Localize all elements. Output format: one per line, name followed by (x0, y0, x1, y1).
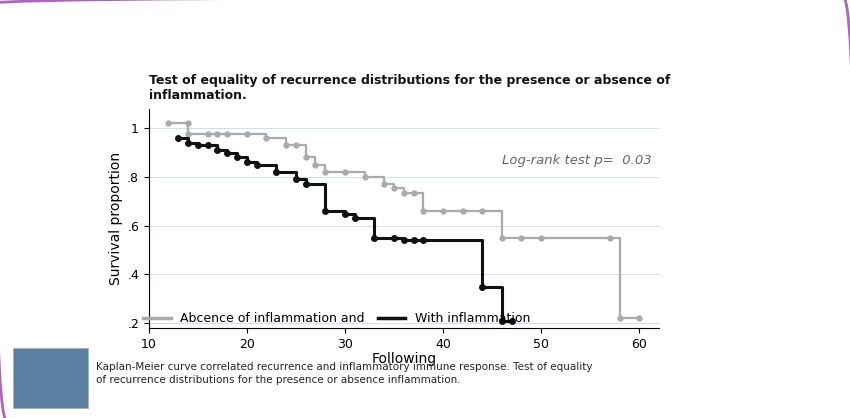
Legend: Abcence of inflammation and, With inflammation: Abcence of inflammation and, With inflam… (138, 307, 536, 330)
Y-axis label: Survival proportion: Survival proportion (109, 152, 123, 285)
Text: Kaplan-Meier curve correlated recurrence and inflammatory immune response. Test : Kaplan-Meier curve correlated recurrence… (96, 362, 592, 385)
Text: Test of equality of recurrence distributions for the presence or absence of
infl: Test of equality of recurrence distribut… (149, 74, 670, 102)
FancyBboxPatch shape (13, 348, 88, 408)
X-axis label: Following: Following (371, 352, 436, 366)
Text: Log-rank test p=  0.03: Log-rank test p= 0.03 (502, 153, 651, 166)
Text: Figure 4: Figure 4 (25, 372, 76, 382)
